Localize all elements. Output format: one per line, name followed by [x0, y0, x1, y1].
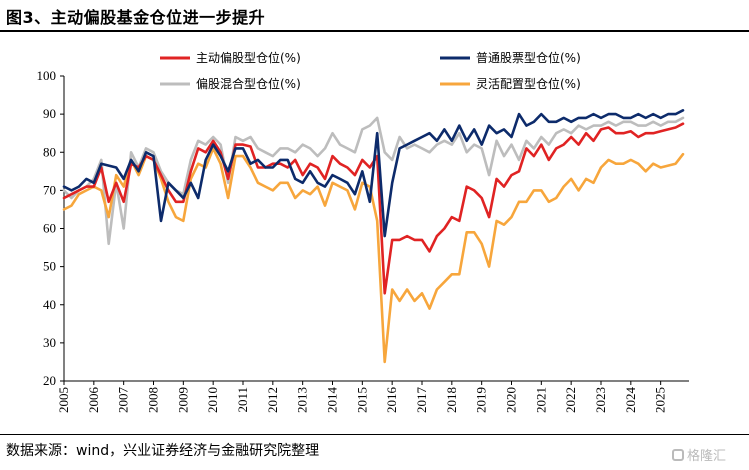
x-tick-label: 2008 — [145, 387, 160, 413]
legend-label: 偏股混合型仓位(%) — [196, 76, 301, 91]
x-tick-label: 2005 — [56, 387, 71, 413]
x-tick-label: 2012 — [265, 387, 280, 413]
watermark-text: 格隆汇 — [687, 449, 727, 464]
x-tick-label: 2020 — [503, 387, 518, 413]
series-line-2 — [62, 116, 685, 246]
series-line-3 — [62, 147, 685, 364]
y-tick-label: 90 — [43, 106, 56, 121]
y-tick-label: 50 — [43, 259, 56, 274]
chart-axes: 20 30 40 50 60 70 80 90 100 2005 2006 2007 2008 2009 2… — [37, 68, 689, 414]
y-tick-label: 60 — [43, 221, 56, 236]
x-tick-label: 2014 — [324, 387, 339, 414]
x-tick-label: 2016 — [384, 387, 399, 414]
page-title: 图3、主动偏股基金仓位进一步提升 — [6, 8, 266, 27]
x-tick-label: 2024 — [623, 387, 638, 414]
watermark: 格隆汇 — [672, 445, 726, 464]
chart-legend: 主动偏股型仓位(%) 普通股票型仓位(%) 偏股混合型仓位(%) 灵活配置型仓位(%) — [160, 50, 581, 91]
y-tick-label: 30 — [43, 335, 56, 350]
y-tick-label: 80 — [43, 144, 56, 159]
y-tick-label: 70 — [43, 182, 56, 197]
x-tick-label: 2023 — [593, 387, 608, 413]
footer-rule — [0, 434, 749, 435]
x-tick-label: 2010 — [205, 387, 220, 413]
source-note: 数据来源：wind，兴业证券经济与金融研究院整理 — [6, 443, 320, 459]
series-line-1 — [62, 109, 685, 238]
title-rule — [0, 30, 749, 32]
x-tick-label: 2006 — [86, 387, 101, 414]
x-tick-label: 2015 — [354, 387, 369, 413]
y-tick-label: 100 — [37, 68, 57, 83]
legend-label: 主动偏股型仓位(%) — [196, 50, 301, 65]
x-tick-label: 2022 — [563, 387, 578, 413]
x-tick-label: 2009 — [175, 387, 190, 413]
x-tick-label: 2017 — [414, 387, 429, 414]
y-tick-label: 40 — [43, 297, 56, 312]
x-tick-label: 2011 — [235, 387, 250, 413]
chart-series — [62, 109, 685, 364]
x-tick-label: 2018 — [444, 387, 459, 413]
legend-label: 普通股票型仓位(%) — [476, 50, 581, 65]
legend-label: 灵活配置型仓位(%) — [476, 76, 581, 91]
x-tick-label: 2021 — [533, 387, 548, 413]
x-tick-label: 2013 — [295, 387, 310, 413]
x-tick-label: 2025 — [653, 387, 668, 413]
x-tick-label: 2007 — [116, 387, 131, 414]
y-tick-label: 20 — [43, 373, 56, 388]
x-tick-label: 2019 — [474, 387, 489, 413]
watermark-logo-icon — [672, 448, 684, 461]
